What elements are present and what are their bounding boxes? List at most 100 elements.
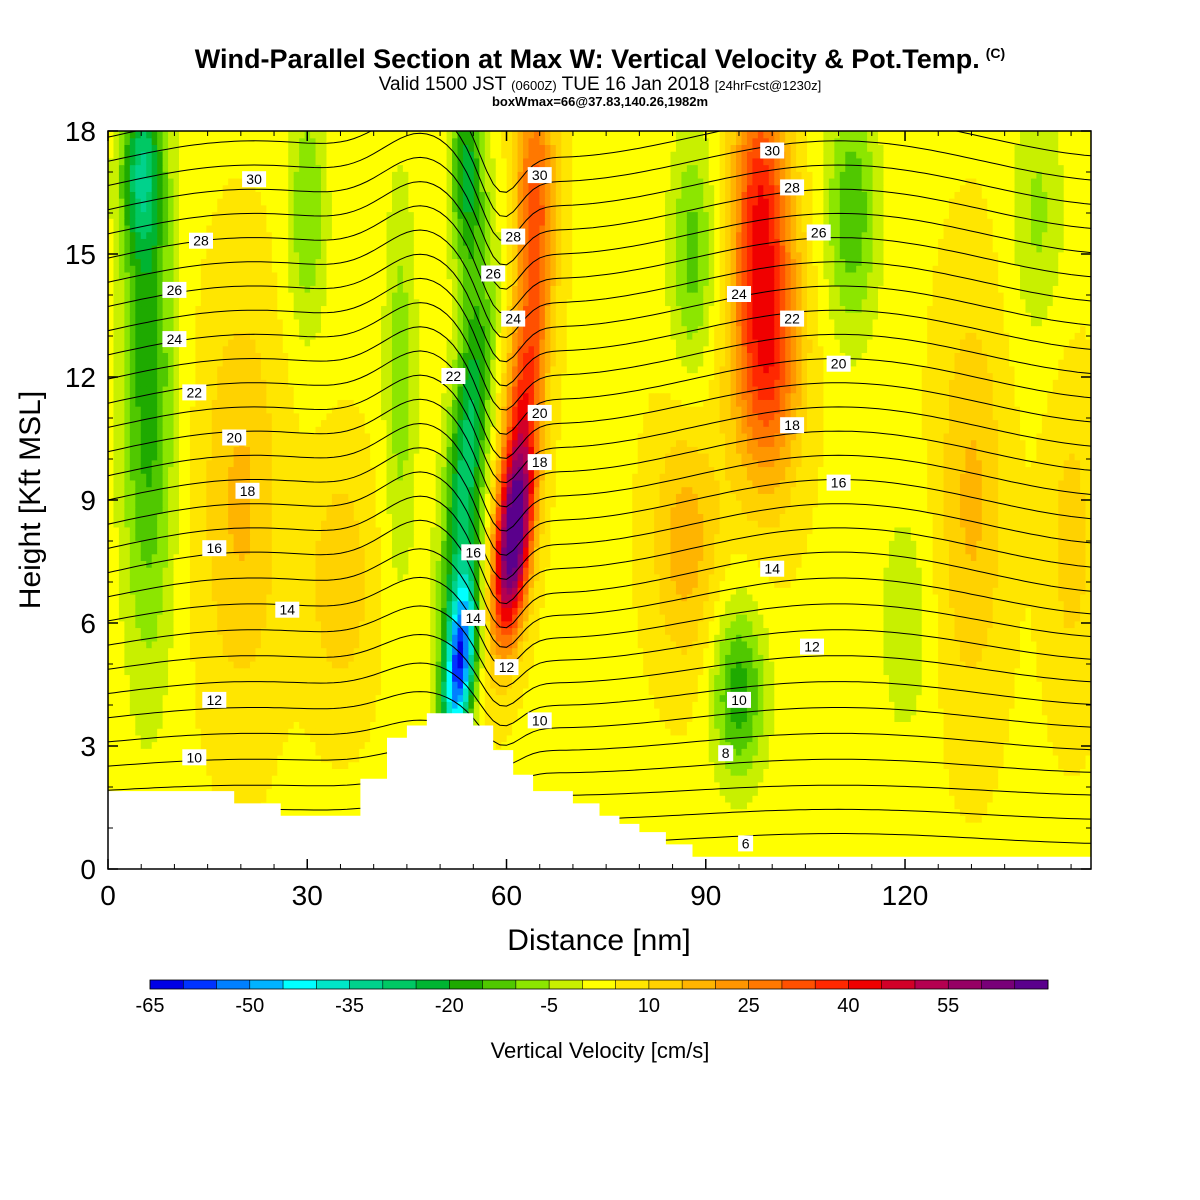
field-cell bbox=[184, 728, 191, 736]
field-cell bbox=[899, 775, 906, 783]
field-cell bbox=[708, 761, 715, 769]
field-cell bbox=[981, 795, 988, 803]
field-cell bbox=[195, 707, 202, 716]
field-cell bbox=[277, 721, 284, 729]
field-cell bbox=[998, 808, 1005, 816]
field-cell bbox=[1003, 734, 1010, 743]
field-cell bbox=[987, 822, 994, 830]
field-cell bbox=[1063, 795, 1070, 803]
field-cell bbox=[1085, 795, 1091, 803]
field-cell bbox=[490, 714, 497, 722]
field-cell bbox=[670, 734, 677, 743]
field-cell bbox=[883, 848, 890, 857]
field-cell bbox=[604, 707, 612, 716]
field-cell bbox=[337, 788, 344, 796]
field-cell bbox=[1047, 714, 1054, 722]
field-cell bbox=[310, 754, 317, 763]
field-cell bbox=[790, 808, 797, 816]
field-cell bbox=[757, 761, 764, 769]
field-cell bbox=[763, 768, 770, 776]
field-cell bbox=[714, 754, 721, 763]
field-cell bbox=[708, 728, 715, 736]
field-cell bbox=[927, 694, 934, 702]
field-cell bbox=[697, 775, 704, 783]
field-cell bbox=[861, 714, 868, 722]
field-cell bbox=[162, 721, 169, 729]
field-cell bbox=[938, 815, 945, 823]
field-cell bbox=[686, 701, 693, 709]
field-cell bbox=[364, 681, 371, 689]
field-cell bbox=[353, 781, 360, 790]
field-cell bbox=[189, 741, 196, 749]
field-cell bbox=[1030, 775, 1037, 783]
field-cell bbox=[353, 801, 360, 810]
field-cell bbox=[468, 694, 475, 702]
field-cell bbox=[872, 728, 879, 736]
field-cell bbox=[845, 741, 852, 749]
field-cell bbox=[796, 681, 803, 689]
field-cell bbox=[375, 714, 382, 722]
field-cell bbox=[490, 707, 497, 716]
field-cell bbox=[222, 707, 229, 716]
field-cell bbox=[610, 801, 617, 810]
field-cell bbox=[686, 734, 693, 743]
field-cell bbox=[266, 728, 273, 736]
field-cell bbox=[703, 721, 710, 729]
field-cell bbox=[310, 748, 317, 756]
field-cell bbox=[654, 808, 661, 816]
field-cell bbox=[1036, 795, 1043, 803]
field-cell bbox=[1014, 842, 1021, 850]
field-cell bbox=[1063, 828, 1070, 837]
field-cell bbox=[1052, 694, 1059, 702]
field-cell bbox=[1041, 822, 1048, 830]
field-cell bbox=[905, 815, 912, 823]
field-cell bbox=[200, 681, 207, 689]
field-cell bbox=[894, 795, 901, 803]
field-cell bbox=[124, 748, 131, 756]
field-cell bbox=[533, 734, 541, 743]
field-cell bbox=[512, 741, 519, 749]
field-cell bbox=[768, 714, 775, 722]
field-cell bbox=[812, 822, 819, 830]
field-cell bbox=[812, 734, 819, 743]
field-cell bbox=[708, 795, 715, 803]
field-cell bbox=[817, 835, 824, 843]
field-cell bbox=[1030, 828, 1037, 837]
field-cell bbox=[686, 728, 693, 736]
field-cell bbox=[381, 775, 388, 783]
field-cell bbox=[867, 768, 874, 776]
field-cell bbox=[239, 714, 246, 722]
field-cell bbox=[282, 801, 289, 810]
field-cell bbox=[255, 754, 262, 763]
field-cell bbox=[315, 701, 322, 709]
field-cell bbox=[817, 748, 824, 756]
field-cell bbox=[162, 694, 169, 702]
field-cell bbox=[736, 734, 743, 743]
field-cell bbox=[277, 681, 284, 689]
field-cell bbox=[457, 694, 464, 702]
field-cell bbox=[774, 714, 781, 722]
field-cell bbox=[746, 741, 754, 749]
field-cell bbox=[675, 788, 683, 796]
field-cell bbox=[779, 748, 786, 756]
field-cell bbox=[719, 788, 726, 796]
field-cell bbox=[342, 748, 349, 756]
field-cell bbox=[260, 788, 267, 796]
field-cell bbox=[910, 754, 917, 763]
field-cell bbox=[785, 788, 792, 796]
field-cell bbox=[943, 828, 950, 837]
field-cell bbox=[938, 828, 945, 837]
field-cell bbox=[659, 801, 666, 810]
field-cell bbox=[665, 687, 672, 696]
field-cell bbox=[1069, 781, 1076, 790]
field-cell bbox=[271, 761, 278, 769]
field-cell bbox=[905, 848, 912, 857]
field-cell bbox=[594, 734, 601, 743]
field-cell bbox=[910, 795, 917, 803]
field-cell bbox=[1063, 707, 1070, 716]
field-cell bbox=[801, 707, 808, 716]
field-cell bbox=[1052, 754, 1059, 763]
field-cell bbox=[293, 714, 300, 722]
field-cell bbox=[1041, 761, 1048, 769]
field-cell bbox=[1030, 754, 1037, 763]
